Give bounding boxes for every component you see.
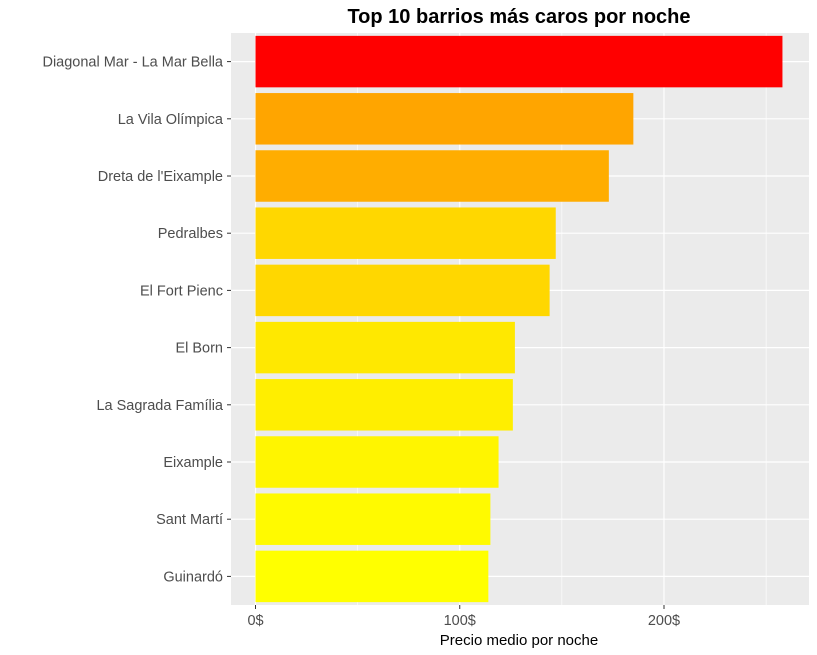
bar [255,150,609,202]
category-label: Guinardó [163,569,223,585]
bar [255,379,513,431]
category-label: Dreta de l'Eixample [98,169,223,185]
bar [255,35,783,88]
x-tick-label: 0$ [247,613,263,629]
category-label: Sant Martí [156,512,223,528]
category-label: El Born [175,341,223,357]
category-label: Diagonal Mar - La Mar Bella [42,55,223,71]
x-tick-label: 100$ [444,613,476,629]
chart-title: Top 10 barrios más caros por noche [347,6,690,28]
bar [255,550,489,603]
bar [255,264,550,317]
bar [255,93,634,145]
bar [255,493,491,545]
x-tick-label: 200$ [648,613,680,629]
category-label: La Vila Olímpica [118,112,224,128]
category-label: Pedralbes [158,226,223,242]
category-label: La Sagrada Família [96,398,223,414]
bar-layer [255,35,783,603]
category-labels: Diagonal Mar - La Mar Bella La Vila Olímp… [42,55,231,585]
bar [255,436,499,488]
category-label: El Fort Pienc [140,283,223,299]
x-axis-ticks: 0$ 100$ 200$ [247,605,680,629]
bar [255,207,556,259]
bar [255,321,515,374]
x-axis-title: Precio medio por noche [440,632,598,649]
category-label: Eixample [163,455,223,471]
